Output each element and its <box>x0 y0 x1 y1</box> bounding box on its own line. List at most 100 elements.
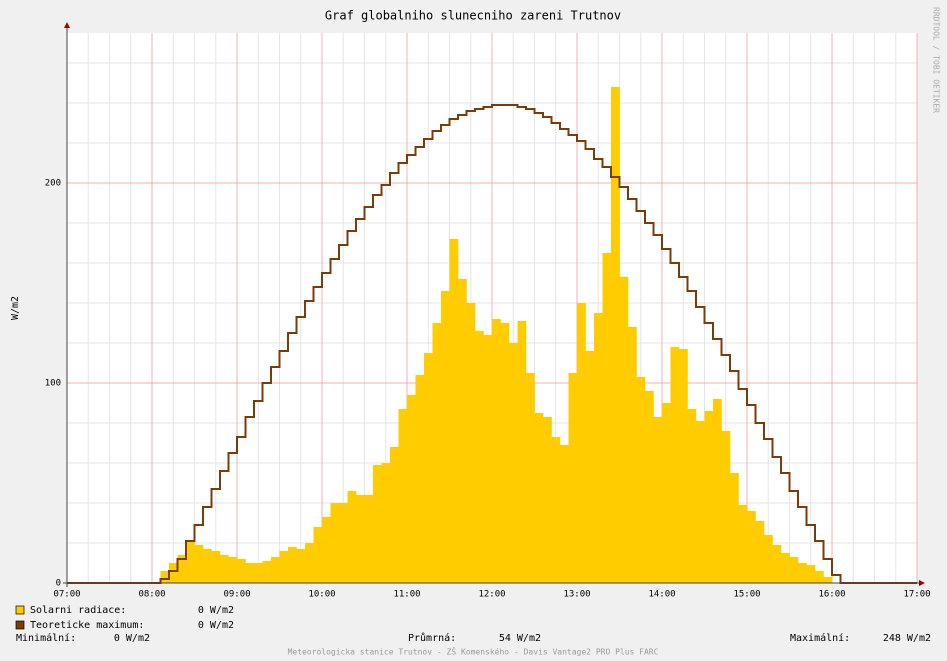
bar <box>262 561 272 583</box>
bar <box>177 555 187 583</box>
bar <box>330 503 340 583</box>
bar <box>815 571 824 583</box>
bar <box>568 373 578 583</box>
bar <box>245 563 255 583</box>
marks <box>67 87 917 584</box>
bar <box>381 463 391 583</box>
bar <box>398 409 408 583</box>
x-arrow <box>919 580 925 586</box>
chart-title: Graf globalniho slunecniho zareni Trutno… <box>325 9 621 23</box>
bar <box>806 565 816 583</box>
bar <box>781 553 790 583</box>
x-tick-label: 13:00 <box>563 590 590 600</box>
bar <box>305 543 314 583</box>
stat-value: 0 W/m2 <box>114 633 150 644</box>
x-tick-label: 16:00 <box>818 590 845 600</box>
x-tick-label: 12:00 <box>478 590 505 600</box>
bar <box>322 517 331 583</box>
y-arrow <box>64 22 70 28</box>
bar <box>662 403 671 583</box>
bar <box>373 465 382 583</box>
x-tick-label: 11:00 <box>393 590 420 600</box>
bar <box>798 563 807 583</box>
x-tick-label: 17:00 <box>903 590 930 600</box>
legend-label: Teoreticke maximum: <box>30 620 144 631</box>
bar <box>313 527 323 583</box>
bar <box>458 279 467 583</box>
bar <box>687 409 697 583</box>
bar <box>517 321 527 583</box>
bar <box>551 437 561 583</box>
stat-label: Průmrná: <box>408 632 456 644</box>
bar <box>713 399 722 583</box>
bar <box>364 495 374 583</box>
bar <box>424 353 433 583</box>
bar <box>211 551 221 583</box>
y-axis-label: W/m2 <box>10 296 21 320</box>
bar <box>279 551 289 583</box>
bar <box>220 555 229 583</box>
bar <box>543 417 552 583</box>
footer: Meteorologicka stanice Trutnov - ZŠ Kome… <box>288 646 659 657</box>
bar <box>254 563 263 583</box>
bar <box>347 491 357 583</box>
watermark: RRDTOOL / TOBI OETIKER <box>932 7 941 113</box>
bar <box>407 395 416 583</box>
bar <box>772 545 782 583</box>
bar <box>160 571 170 583</box>
bar <box>670 347 680 583</box>
bar <box>534 413 544 583</box>
bar <box>449 239 459 583</box>
bar <box>619 277 629 583</box>
bar <box>747 511 756 583</box>
bar <box>169 563 178 583</box>
bar <box>696 421 705 583</box>
bar <box>823 577 833 583</box>
legend-swatch <box>15 605 25 615</box>
x-tick-label: 10:00 <box>308 590 335 600</box>
x-tick-label: 09:00 <box>223 590 250 600</box>
bar <box>602 253 612 583</box>
bar <box>730 473 739 583</box>
bar <box>296 549 306 583</box>
stat-label: Maximální: <box>790 632 850 644</box>
bar <box>228 557 238 583</box>
y-tick-label: 200 <box>45 179 61 189</box>
stat-value: 248 W/m2 <box>883 633 931 644</box>
y-tick-label: 100 <box>45 379 61 389</box>
bar <box>755 521 765 583</box>
bar <box>339 503 348 583</box>
bar <box>483 335 493 583</box>
bar <box>194 545 204 583</box>
stat-label: Minimální: <box>16 632 76 644</box>
x-tick-label: 15:00 <box>733 590 760 600</box>
bar <box>203 549 212 583</box>
legend-swatch <box>15 620 25 630</box>
bar <box>653 417 663 583</box>
bar <box>645 391 654 583</box>
bar <box>679 349 688 583</box>
legend-current: 0 W/m2 <box>198 605 234 616</box>
bar <box>738 505 748 583</box>
x-tick-label: 07:00 <box>53 590 80 600</box>
bar <box>500 323 510 583</box>
stat-value: 54 W/m2 <box>499 633 541 644</box>
bar <box>288 547 297 583</box>
bar <box>466 303 476 583</box>
bar <box>628 327 637 583</box>
bar <box>585 351 595 583</box>
bar <box>611 87 620 583</box>
x-tick-label: 08:00 <box>138 590 165 600</box>
bar <box>789 557 799 583</box>
bar <box>526 373 535 583</box>
bar <box>356 495 365 583</box>
x-tick-label: 14:00 <box>648 590 675 600</box>
bar <box>560 445 569 583</box>
axes: 07:00 08:00 09:00 10:00 11:00 12:00 13:00 14:00… <box>45 22 931 600</box>
bar <box>271 557 280 583</box>
bar <box>721 431 731 583</box>
bar <box>509 343 518 583</box>
bar <box>390 447 399 583</box>
legend-current: 0 W/m2 <box>198 620 234 631</box>
